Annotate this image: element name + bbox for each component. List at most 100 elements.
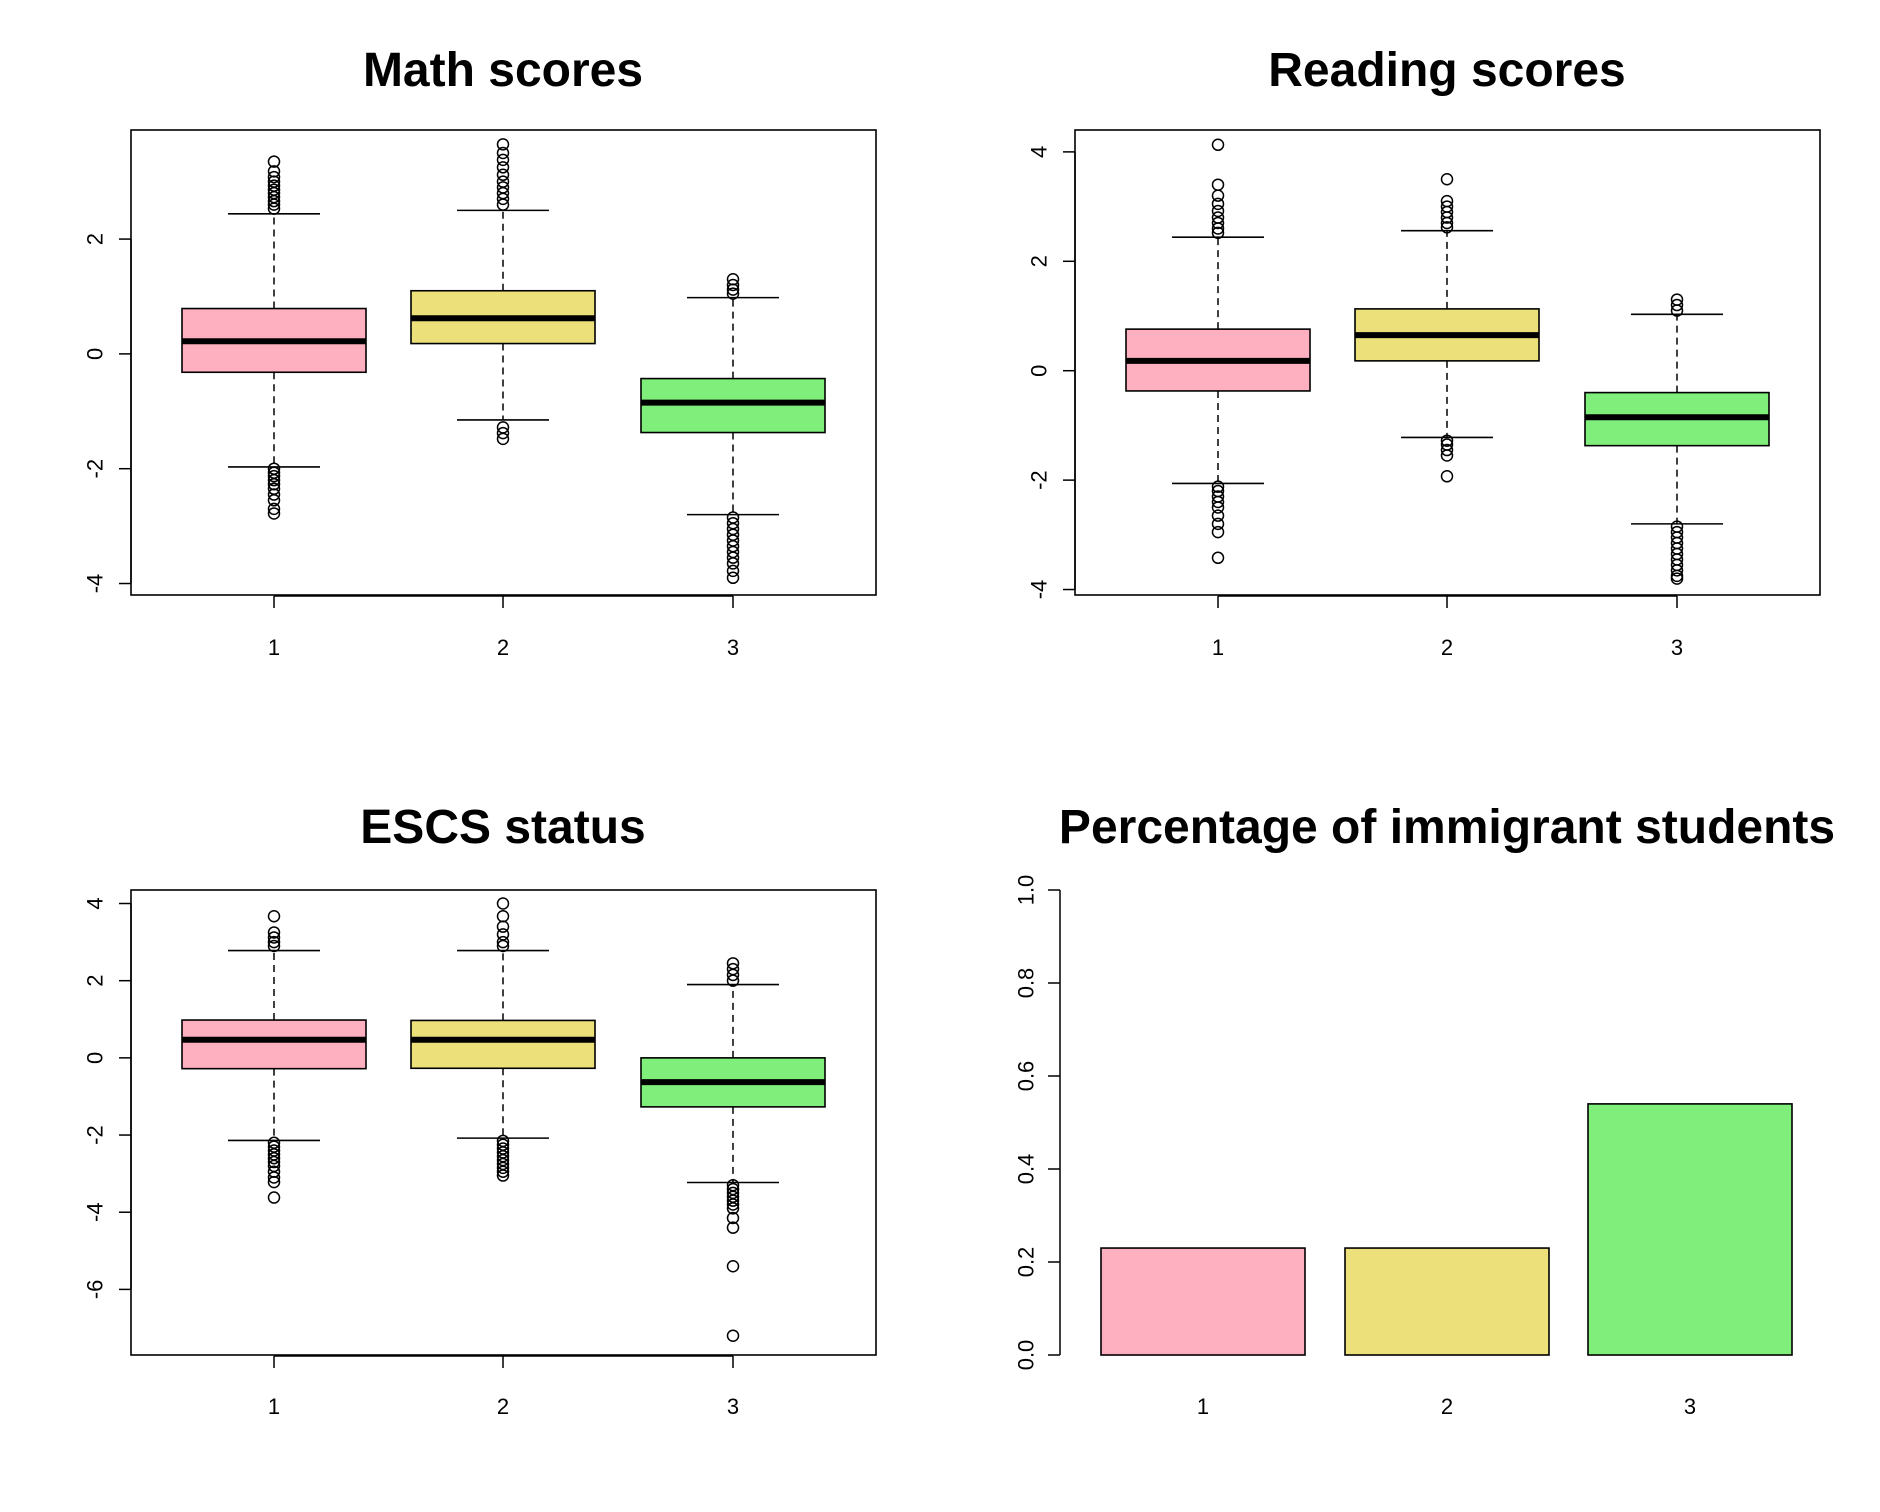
box-1 (181, 155, 367, 520)
outlier-point (496, 935, 510, 949)
outlier-point (1211, 525, 1225, 539)
outlier-point (496, 939, 510, 953)
outlier-point (267, 198, 281, 211)
outlier-point (496, 1165, 510, 1178)
outlier-point (267, 1151, 281, 1165)
outlier-point (726, 1211, 740, 1225)
box-iqr (181, 1019, 367, 1070)
y-tick-label: 0 (83, 1052, 108, 1064)
outlier-point (1211, 480, 1225, 493)
escs-status-panel: ESCS status -6 -4 -2 0 2 4 1 2 3 (83, 801, 877, 1419)
outlier-point (267, 939, 281, 953)
outlier-point (267, 1191, 281, 1204)
x-tick-label: 3 (727, 1394, 739, 1419)
x-tick-label: 1 (268, 635, 280, 660)
box-1 (181, 909, 367, 1204)
y-tick-label: 0 (83, 348, 108, 360)
y-tick-label: 0.4 (1014, 1154, 1039, 1185)
y-tick-label: 2 (83, 975, 108, 987)
y-tick-label: 0.6 (1014, 1061, 1039, 1092)
outlier-point (267, 1171, 281, 1184)
y-tick-label: 0.2 (1014, 1247, 1039, 1278)
x-tick-label: 3 (1684, 1394, 1696, 1419)
outlier-point (726, 968, 740, 982)
outlier-point (726, 283, 740, 296)
outlier-point (496, 161, 510, 174)
y-tick-label: 1.0 (1014, 875, 1039, 906)
x-tick-label: 2 (1441, 1394, 1453, 1419)
outlier-point (267, 194, 281, 208)
outlier-point (267, 935, 281, 949)
y-tick-label: -2 (83, 1125, 108, 1145)
outlier-point (1211, 197, 1225, 211)
outlier-point (726, 1259, 740, 1273)
outlier-point (267, 926, 281, 939)
x-tick-label: 2 (1441, 635, 1453, 660)
outlier-point (267, 494, 281, 507)
outlier-point (1211, 216, 1225, 230)
x-tick-label: 1 (268, 1394, 280, 1419)
math-scores-panel: Math scores -4 -2 0 2 1 2 3 (83, 44, 877, 660)
outlier-point (1440, 470, 1454, 483)
outlier-point (726, 1202, 740, 1215)
box-1 (1125, 138, 1311, 565)
outlier-point (726, 1221, 740, 1234)
outlier-point (1211, 517, 1225, 531)
outlier-point (267, 507, 281, 520)
y-tick-label: 0.8 (1014, 968, 1039, 999)
y-tick-label: 0 (1027, 365, 1052, 377)
outlier-point (1211, 501, 1225, 514)
y-tick-label: 4 (83, 897, 108, 909)
box-iqr (410, 1019, 596, 1070)
y-tick-label: -4 (83, 1202, 108, 1222)
outlier-point (1440, 443, 1454, 457)
outlier-point (496, 897, 510, 910)
bar-2 (1344, 1247, 1550, 1356)
y-tick-label: 2 (1027, 255, 1052, 267)
outlier-point (1670, 298, 1684, 312)
outlier-point (1440, 449, 1454, 462)
box-2 (410, 897, 596, 1182)
outlier-point (267, 473, 281, 487)
outlier-point (1670, 572, 1684, 585)
box-2 (1354, 172, 1540, 483)
outlier-point (496, 153, 510, 167)
outlier-point (267, 170, 281, 184)
box-3 (1584, 293, 1770, 585)
bar-1 (1100, 1247, 1306, 1356)
outlier-point (726, 1198, 740, 1211)
outlier-point (267, 469, 281, 483)
outlier-point (726, 1194, 740, 1207)
outlier-point (496, 146, 510, 160)
outlier-point (496, 198, 510, 211)
outlier-point (496, 138, 510, 151)
outlier-point (267, 909, 281, 923)
outlier-point (1211, 189, 1225, 202)
outlier-point (726, 557, 740, 570)
y-tick-label: -4 (1027, 580, 1052, 600)
chart-title: Math scores (363, 44, 643, 97)
y-tick-label: -6 (83, 1280, 108, 1300)
outlier-point (496, 432, 510, 446)
outlier-point (267, 502, 281, 516)
outlier-point (726, 974, 740, 987)
outlier-point (1211, 178, 1225, 191)
outlier-point (1211, 509, 1225, 522)
outlier-point (267, 155, 281, 168)
outlier-point (1670, 564, 1684, 577)
outlier-point (1211, 551, 1225, 565)
outlier-point (1211, 222, 1225, 235)
outlier-point (726, 287, 740, 300)
outlier-point (726, 571, 740, 585)
outlier-point (1211, 204, 1225, 218)
box-3 (640, 273, 826, 585)
x-tick-label: 3 (1671, 635, 1683, 660)
outlier-point (496, 909, 510, 923)
outlier-point (267, 1175, 281, 1189)
outlier-point (496, 192, 510, 206)
outlier-point (1440, 221, 1454, 234)
chart-title: Percentage of immigrant students (1059, 801, 1835, 854)
immigrant-percentage-panel: Percentage of immigrant students 0.0 0.2 0… (1014, 801, 1836, 1419)
chart-title: Reading scores (1268, 44, 1625, 97)
x-tick-label: 2 (497, 635, 509, 660)
